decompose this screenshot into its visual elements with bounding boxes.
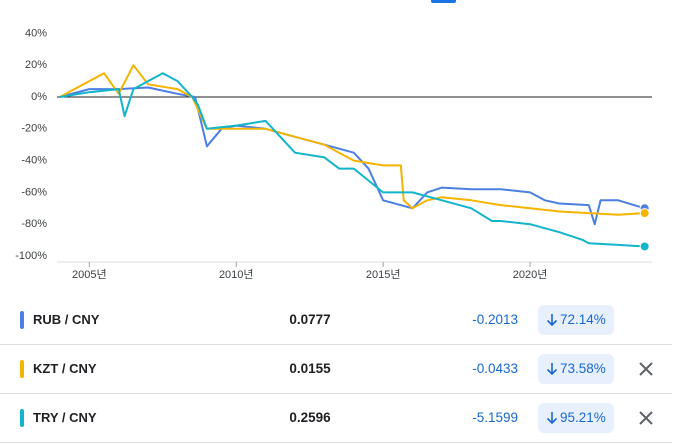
change-percent: 95.21% [538,403,614,433]
y-tick-label: -40% [21,155,47,167]
legend-swatch [20,360,24,378]
y-tick-label: 20% [25,59,47,71]
down-arrow [546,412,558,425]
down-arrow [546,363,558,376]
end-dot [639,208,650,219]
close-icon [639,362,653,376]
pair-name: RUB / CNY [33,312,100,327]
y-tick-label: 0% [31,91,47,103]
y-tick-label: -20% [21,123,47,135]
chart: 40% 20% 0% -20% -40% -60% -80% -100% 2005년 2010년 2… [15,27,652,281]
change-percent-text: 73.58% [560,361,606,376]
series-line [59,72,645,248]
change: -5.1599 [472,410,518,425]
series-line [59,86,645,226]
down-arrow [546,314,558,327]
change-percent-text: 72.14% [560,312,606,327]
change-percent-text: 95.21% [560,410,606,425]
y-tick-label: 40% [25,27,47,39]
change-percent: 73.58% [538,354,614,384]
end-dot [639,241,650,252]
change-percent: 72.14% [538,305,614,335]
pair-name: KZT / CNY [33,361,97,376]
y-tick-label: -60% [21,186,47,198]
x-tick-label: 2005년 [72,268,107,281]
x-tick-label: 2010년 [219,268,254,281]
legend-swatch [20,409,24,427]
y-tick-label: -100% [15,250,47,262]
price: 0.0155 [289,361,331,376]
remove-button[interactable] [636,408,656,428]
tab-indicator [431,0,456,3]
change: -0.2013 [472,312,518,327]
series-line [59,64,645,216]
price: 0.0777 [289,312,331,327]
x-tick-label: 2020년 [513,268,548,281]
table-row: KZT / CNY 0.0155 -0.0433 73.58% [0,345,672,394]
remove-button[interactable] [636,359,656,379]
pair-name: TRY / CNY [33,410,97,425]
x-tick-label: 2015년 [366,268,401,281]
change: -0.0433 [472,361,518,376]
legend-swatch [20,311,24,329]
table-row: RUB / CNY 0.0777 -0.2013 72.14% [0,296,672,345]
table-row: TRY / CNY 0.2596 -5.1599 95.21% [0,394,672,443]
y-tick-label: -80% [21,218,47,230]
close-icon [639,411,653,425]
price: 0.2596 [289,410,331,425]
